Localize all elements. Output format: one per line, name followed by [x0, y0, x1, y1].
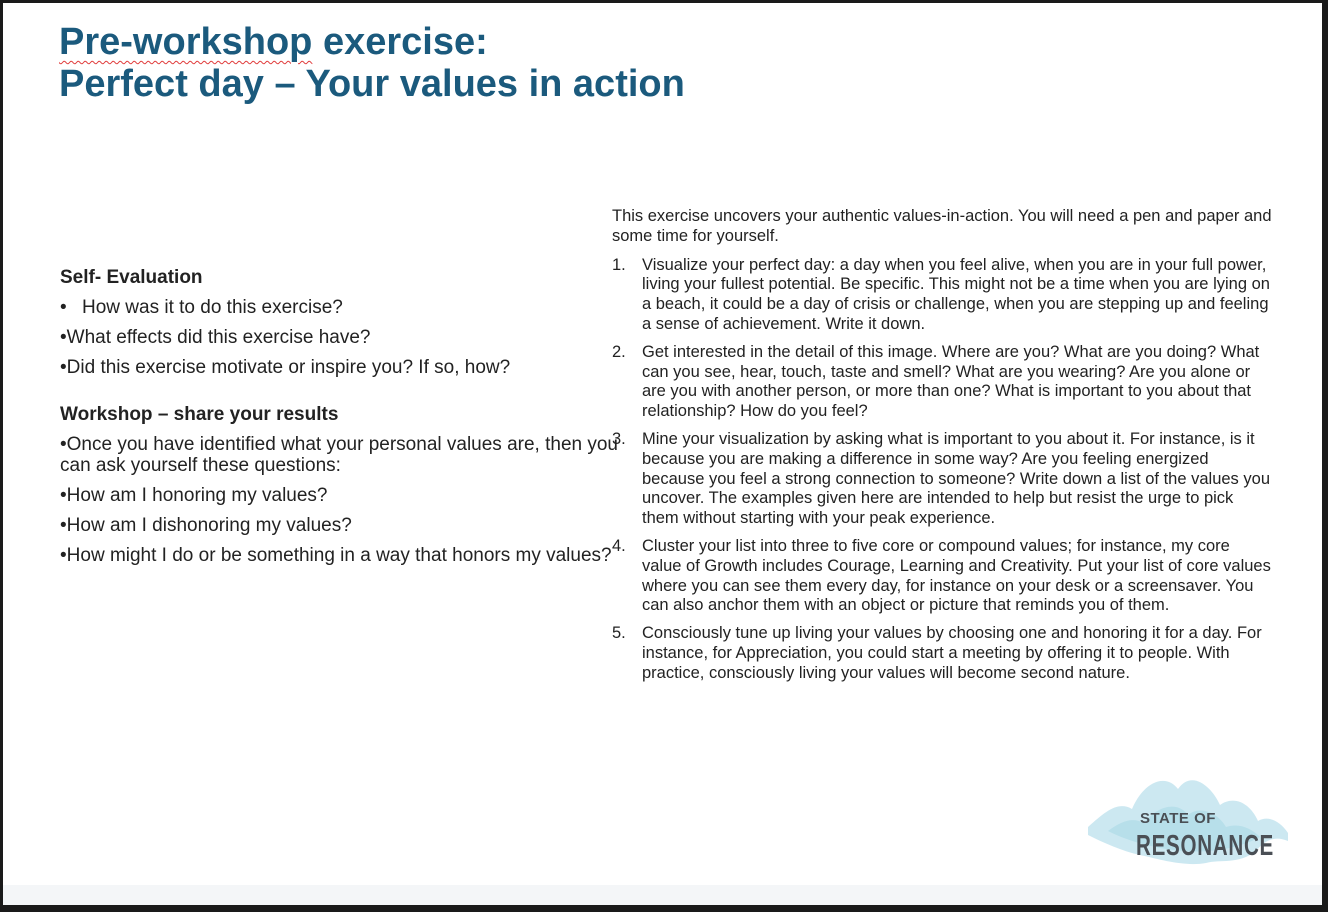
title-word-misspelled: Pre-workshop [59, 21, 313, 63]
workshop-item: •Once you have identified what your pers… [60, 434, 618, 476]
step-item: 1. Visualize your perfect day: a day when… [612, 255, 1270, 333]
logo-wave-inner [1108, 806, 1260, 852]
workshop-item: •How might I do or be something in a way… [60, 545, 612, 566]
step-item: 4. Cluster your list into three to five c… [612, 536, 1271, 615]
title-line-1: Pre-workshop exercise: [59, 21, 685, 63]
step-item: 5. Consciously tune up living your values… [612, 624, 1262, 682]
left-column: Self- Evaluation • How was it to do this … [60, 267, 620, 575]
slide-bottom-strip [3, 885, 1322, 905]
step-item: 3. Mine your visualization by asking what… [612, 429, 1270, 528]
self-eval-item: •Did this exercise motivate or inspire y… [60, 357, 511, 378]
self-eval-item: •What effects did this exercise have? [60, 327, 371, 348]
logo-text-line1: STATE OF [1140, 810, 1216, 827]
bullet-icon: • [60, 297, 67, 318]
step-item: 2. Get interested in the detail of this i… [612, 342, 1260, 421]
workshop-item: •How am I honoring my values? [60, 485, 328, 506]
workshop-heading: Workshop – share your results [60, 404, 339, 425]
state-of-resonance-logo: STATE OF RESONANCE [1088, 780, 1288, 865]
title-line-2: Perfect day – Your values in action [59, 63, 685, 105]
title-line-1-rest: exercise: [312, 21, 488, 63]
page-title: Pre-workshop exercise: Perfect day – You… [59, 21, 685, 105]
exercise-intro: This exercise uncovers your authentic va… [612, 207, 1272, 245]
self-evaluation-heading: Self- Evaluation [60, 267, 203, 288]
self-eval-item: • How was it to do this exercise? [60, 297, 343, 318]
logo-text-line2: RESONANCE [1136, 830, 1274, 862]
slide: Pre-workshop exercise: Perfect day – You… [3, 3, 1322, 905]
right-column: This exercise uncovers your authentic va… [612, 207, 1272, 692]
steps-list: 1. Visualize your perfect day: a day when… [612, 256, 1272, 684]
workshop-item: •How am I dishonoring my values? [60, 515, 352, 536]
